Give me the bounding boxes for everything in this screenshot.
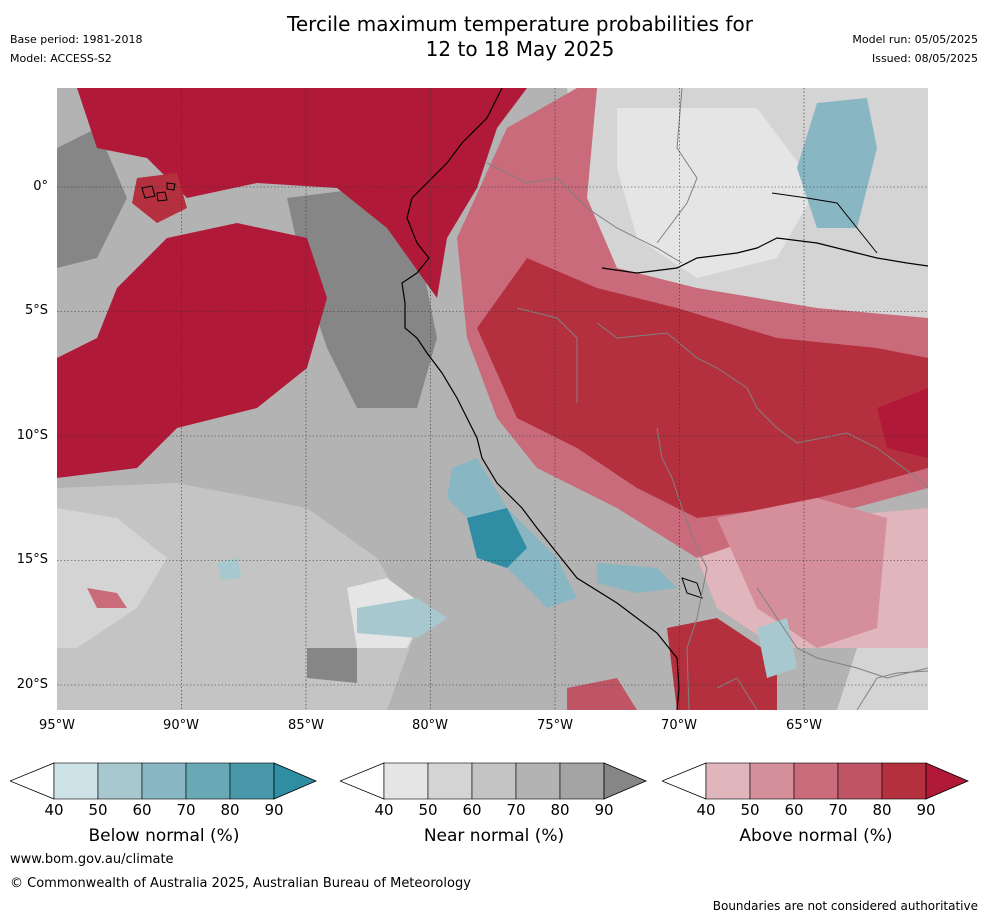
tick: 70: [506, 801, 526, 819]
tick: 40: [696, 801, 716, 819]
colorbar-above: [662, 762, 970, 800]
footer-copyright: © Commonwealth of Australia 2025, Austra…: [10, 876, 471, 891]
meta-left: Base period: 1981-2018 Model: ACCESS-S2: [10, 30, 142, 68]
below-normal-regions: [217, 98, 877, 678]
gridlines: [57, 88, 928, 710]
tick: 80: [872, 801, 892, 819]
map-title: Tercile maximum temperature probabilitie…: [0, 12, 988, 62]
lon-label-95w: 95°W: [39, 718, 75, 733]
colorbar-below-label: Below normal (%): [88, 826, 240, 846]
above-chile: [567, 678, 637, 710]
issued-date: Issued: 08/05/2025: [871, 52, 978, 65]
rio-negro: [771, 192, 878, 254]
base-period: Base period: 1981-2018: [10, 33, 143, 46]
above-west-blob: [57, 223, 327, 478]
tick: 40: [44, 801, 64, 819]
colorbar-above-label: Above normal (%): [739, 826, 893, 846]
tick: 40: [374, 801, 394, 819]
footer-note: Boundaries are not considered authoritat…: [712, 899, 978, 913]
above-small-sw: [87, 588, 127, 608]
above-normal-regions: [57, 88, 928, 710]
lat-label-5s: 5°S: [24, 303, 48, 318]
below-south-patch: [357, 598, 447, 638]
tick: 70: [176, 801, 196, 819]
above-continent-core: [477, 258, 928, 518]
coastline: [401, 88, 680, 710]
near-ne-lighter: [617, 108, 817, 278]
title-line-2: 12 to 18 May 2025: [425, 37, 615, 61]
tick: 60: [132, 801, 152, 819]
tick: 70: [828, 801, 848, 819]
tick: 50: [740, 801, 760, 819]
footer-url: www.bom.gov.au/climate: [10, 852, 174, 867]
below-andes: [597, 563, 677, 593]
tick: 60: [462, 801, 482, 819]
lon-label-80w: 80°W: [412, 718, 448, 733]
above-continent-darkest: [877, 388, 928, 458]
lat-label-15s: 15°S: [16, 552, 48, 567]
lat-label-20s: 20°S: [16, 677, 48, 692]
tick: 90: [916, 801, 936, 819]
above-south-mid: [717, 498, 887, 648]
lon-label-90w: 90°W: [163, 718, 199, 733]
above-north-core: [77, 88, 527, 298]
lon-label-70w: 70°W: [661, 718, 697, 733]
near-dark-west: [57, 128, 127, 268]
tick: 60: [784, 801, 804, 819]
amazon-river: [601, 237, 928, 274]
tick: 80: [550, 801, 570, 819]
lake-titicaca: [681, 577, 703, 599]
country-borders: [486, 88, 928, 710]
probability-map: [57, 88, 928, 710]
title-line-1: Tercile maximum temperature probabilitie…: [287, 12, 753, 36]
colorbar-below: [10, 762, 318, 800]
lon-label-75w: 75°W: [537, 718, 573, 733]
above-altiplano: [667, 618, 777, 710]
model-run: Model run: 05/05/2025: [852, 33, 978, 46]
below-small-w: [217, 558, 242, 580]
lon-label-85w: 85°W: [288, 718, 324, 733]
model-name: Model: ACCESS-S2: [10, 52, 112, 65]
near-far-se: [837, 628, 928, 710]
tick: 90: [264, 801, 284, 819]
near-lighter-sw: [57, 508, 167, 648]
above-galapagos: [132, 173, 187, 223]
near-dark-patch: [307, 648, 357, 683]
meta-right: Model run: 05/05/2025 Issued: 08/05/2025: [852, 30, 978, 68]
tick: 50: [88, 801, 108, 819]
lat-label-10s: 10°S: [16, 428, 48, 443]
lon-label-65w: 65°W: [786, 718, 822, 733]
tick: 80: [220, 801, 240, 819]
tick: 50: [418, 801, 438, 819]
colorbar-near: [340, 762, 648, 800]
lat-label-0: 0°: [33, 179, 48, 194]
tick: 90: [594, 801, 614, 819]
colorbar-near-label: Near normal (%): [423, 826, 565, 846]
below-peru-core: [467, 508, 527, 568]
below-ne: [797, 98, 877, 228]
